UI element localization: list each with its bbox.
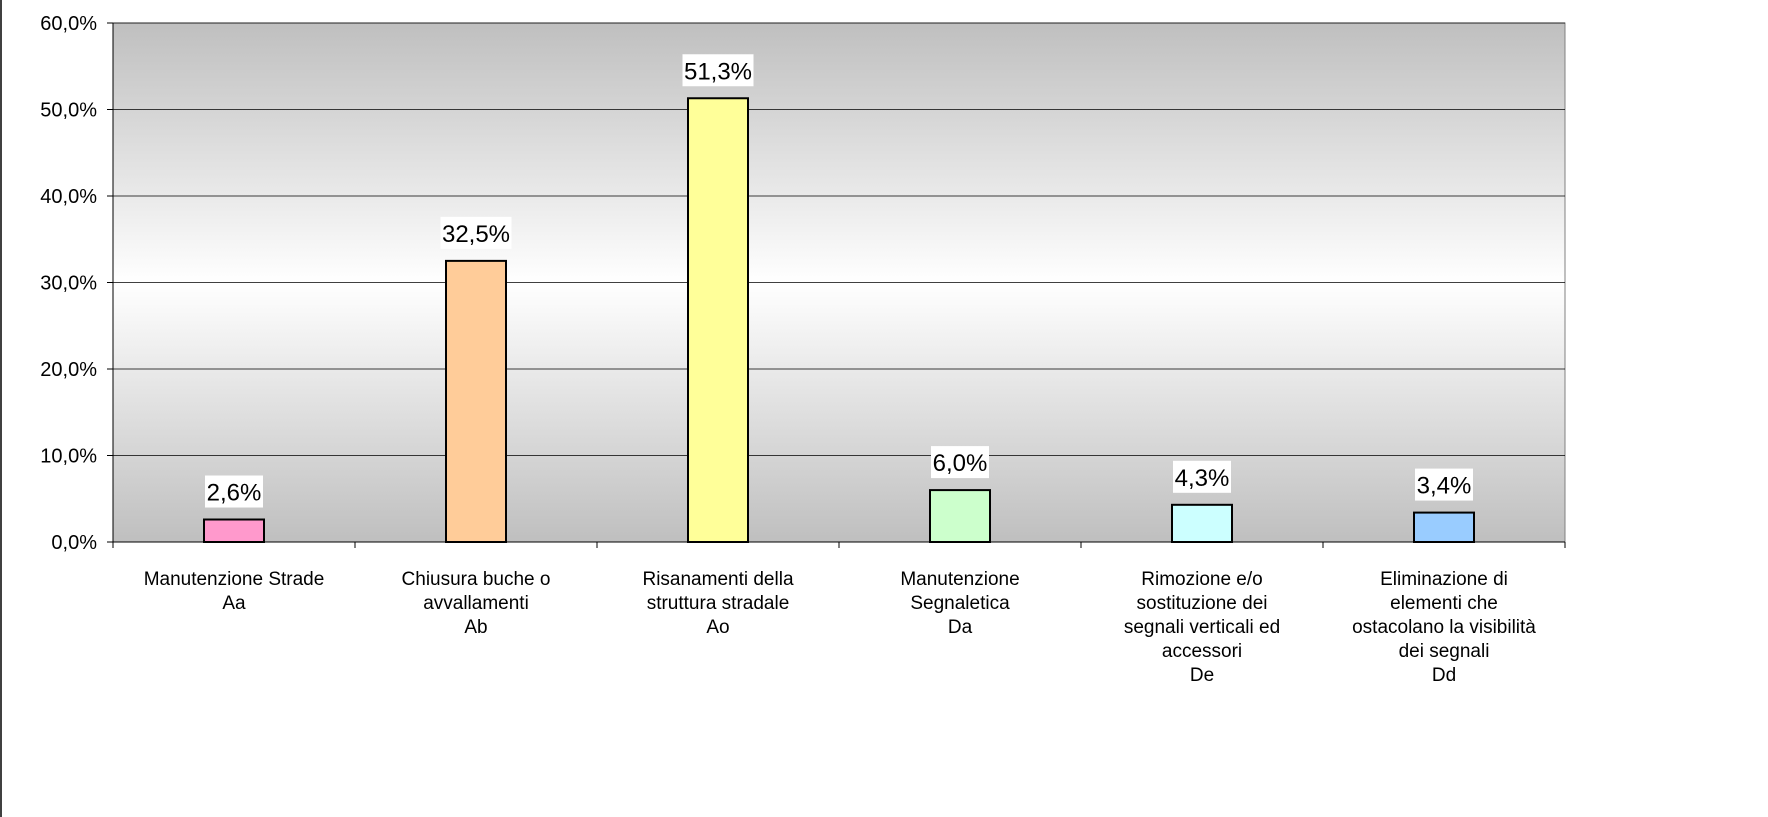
bar <box>203 518 265 544</box>
value-label-bg <box>205 475 263 508</box>
x-tick-label-line: struttura stradale <box>647 593 790 614</box>
y-tick-label: 60,0% <box>40 13 97 35</box>
value-label-bg <box>1173 460 1231 493</box>
y-tick-label: 0,0% <box>51 532 97 554</box>
bar <box>929 489 991 544</box>
value-label: 6,0% <box>933 450 988 477</box>
y-tick-label: 50,0% <box>40 100 97 122</box>
x-tick-label-line: Dd <box>1432 665 1456 686</box>
x-tick-label-line: Rimozione e/o <box>1141 569 1262 590</box>
x-tick-label-line: Manutenzione <box>900 569 1019 590</box>
value-label-bg <box>1415 468 1473 501</box>
x-tick-label-line: Ab <box>464 617 487 638</box>
x-tick-label: Manutenzione Strade Aa <box>144 569 325 614</box>
x-tick-label-line: ostacolano la visibilità <box>1352 617 1536 638</box>
value-label: 32,5% <box>442 221 510 248</box>
value-label: 51,3% <box>684 58 752 85</box>
x-tick-label-line: segnali verticali ed <box>1124 617 1280 638</box>
value-label-bg <box>931 446 989 479</box>
x-tick-label: Rimozione e/o sostituzione dei segnali ver… <box>1124 569 1280 686</box>
value-label: 2,6% <box>207 480 262 507</box>
x-tick-label-line: De <box>1190 665 1214 686</box>
x-tick-label-line: Segnaletica <box>910 593 1010 614</box>
x-tick-label: Manutenzione Segnaletica Da <box>900 569 1019 638</box>
y-tick-label: 20,0% <box>40 359 97 381</box>
x-tick-label: Risanamenti della struttura stradale Ao <box>642 569 793 638</box>
bar <box>687 97 749 543</box>
bar <box>445 259 507 543</box>
bar <box>1171 503 1233 543</box>
value-label: 4,3% <box>1175 465 1230 492</box>
x-tick-label-line: Da <box>948 617 973 638</box>
x-tick-label-line: sostituzione dei <box>1137 593 1268 614</box>
x-tick-label-line: elementi che <box>1390 593 1498 614</box>
x-tick-label-line: Manutenzione Strade <box>144 569 325 590</box>
y-tick-label: 10,0% <box>40 446 97 468</box>
value-label: 3,4% <box>1417 473 1472 500</box>
x-tick-label: Chiusura buche o avvallamenti Ab <box>402 569 551 638</box>
x-tick-label-line: Eliminazione di <box>1380 569 1508 590</box>
x-tick-label-line: Chiusura buche o <box>402 569 551 590</box>
bar <box>1413 511 1475 544</box>
x-tick-label: Eliminazione di elementi che ostacolano la… <box>1352 569 1536 686</box>
value-label-bg <box>682 54 754 87</box>
value-label-bg <box>440 216 512 249</box>
x-tick-label-line: dei segnali <box>1399 641 1490 662</box>
y-tick-label: 40,0% <box>40 186 97 208</box>
x-tick-label-line: Ao <box>706 617 729 638</box>
x-tick-label-line: avvallamenti <box>423 593 529 614</box>
x-tick-label-line: accessori <box>1162 641 1242 662</box>
x-tick-label-line: Aa <box>222 593 246 614</box>
y-tick-label: 30,0% <box>40 273 97 295</box>
x-tick-label-line: Risanamenti della <box>642 569 793 590</box>
